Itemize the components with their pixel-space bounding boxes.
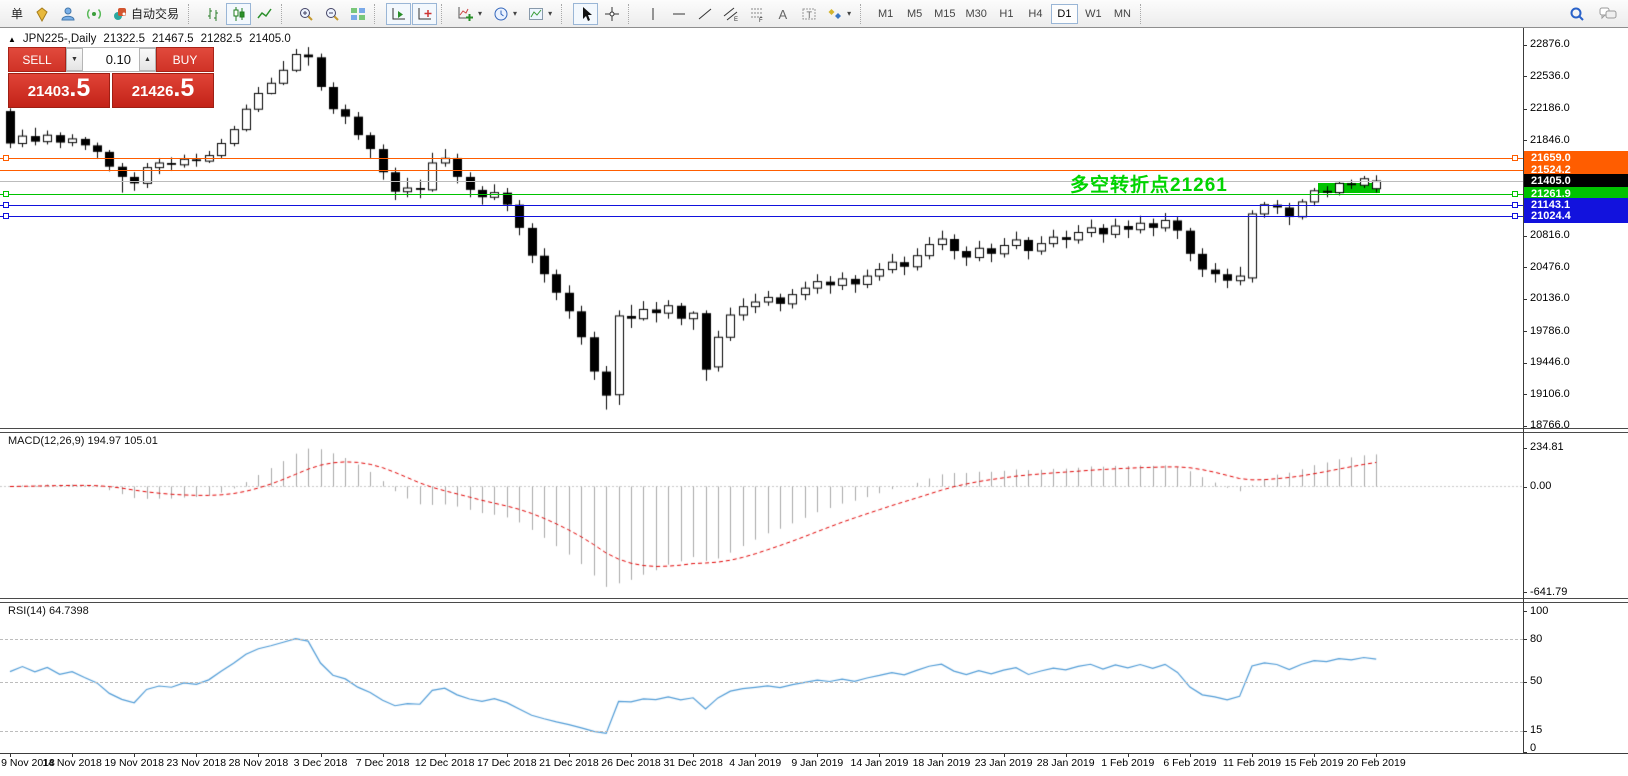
- collapse-panel-icon[interactable]: ▲: [8, 34, 16, 44]
- macd-label: MACD(12,26,9) 194.97 105.01: [8, 435, 158, 447]
- ohlc-high: 21467.5: [152, 33, 194, 45]
- sell-button[interactable]: SELL: [8, 47, 66, 72]
- sell-price-frac: .5: [69, 74, 91, 102]
- buy-label: BUY: [172, 52, 198, 67]
- volume-stepper: ▼ 0.10 ▲: [66, 47, 156, 72]
- time-axis-border: [0, 753, 1628, 754]
- price-axis-border: [1523, 28, 1524, 753]
- ohlc-close: 21405.0: [249, 33, 291, 45]
- volume-value[interactable]: 0.10: [83, 48, 139, 71]
- volume-increase-button[interactable]: ▲: [139, 48, 156, 71]
- buy-price-frac: .5: [173, 74, 195, 102]
- sell-label: SELL: [22, 52, 52, 67]
- volume-decrease-button[interactable]: ▼: [66, 48, 83, 71]
- buy-price-main: 21426: [131, 83, 174, 100]
- annotation-text-object[interactable]: 多空转折点21261: [1070, 175, 1228, 196]
- ohlc-low: 21282.5: [200, 33, 243, 45]
- pane-separator[interactable]: [0, 598, 1628, 603]
- buy-price-button[interactable]: 21426 .5: [112, 73, 214, 108]
- buy-button[interactable]: BUY: [156, 47, 214, 72]
- pane-separator[interactable]: [0, 428, 1628, 433]
- sell-price-button[interactable]: 21403 .5: [8, 73, 110, 108]
- sell-price-main: 21403: [27, 83, 70, 100]
- rsi-label: RSI(14) 64.7398: [8, 605, 89, 617]
- symbol-period-label: JPN225-,Daily: [22, 33, 97, 45]
- chart-title: ▲ JPN225-,Daily 21322.5 21467.5 21282.5 …: [8, 33, 291, 45]
- one-click-trading-panel: SELL ▼ 0.10 ▲ BUY 21403 .5 21426 .5: [8, 47, 214, 108]
- ohlc-open: 21322.5: [103, 33, 145, 45]
